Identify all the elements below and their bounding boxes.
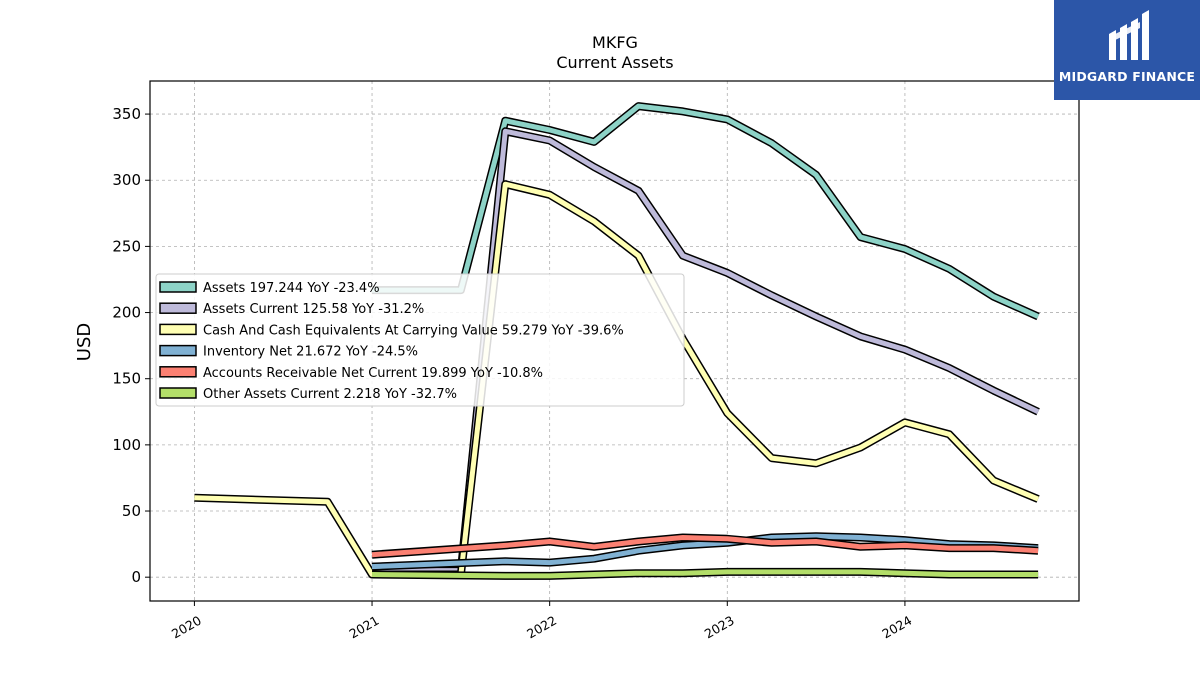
legend-label: Assets Current 125.58 YoY -31.2% [203, 302, 424, 317]
legend-item: Cash And Cash Equivalents At Carrying Va… [159, 323, 624, 338]
legend-item: Accounts Receivable Net Current 19.899 Y… [159, 366, 543, 381]
logo-text: MIDGARD FINANCE [1058, 69, 1196, 84]
legend-label: Accounts Receivable Net Current 19.899 Y… [203, 366, 543, 381]
legend-item: Assets Current 125.58 YoY -31.2% [159, 302, 424, 317]
midgard-logo-icon [1109, 10, 1149, 60]
legend-item: Other Assets Current 2.218 YoY -32.7% [159, 387, 457, 402]
x-tick-label: 2024 [879, 613, 914, 642]
legend-swatch [159, 387, 197, 399]
series-0 [372, 102, 1040, 321]
series-line [372, 103, 1040, 319]
legend-box [155, 273, 685, 407]
y-tick-label: 300 [112, 171, 141, 189]
legend-swatch [159, 323, 197, 336]
y-axis-label: USD [74, 323, 95, 361]
y-axis: 0 50 100 150 200 250 300 350 [112, 105, 150, 586]
legend-label: Cash And Cash Equivalents At Carrying Va… [203, 323, 624, 338]
x-tick-label: 2022 [524, 613, 559, 642]
brand-logo: MIDGARD FINANCE [1054, 0, 1200, 100]
series-1 [372, 127, 1040, 575]
x-tick-label: 2020 [169, 613, 204, 642]
y-tick-label: 100 [112, 436, 141, 454]
x-axis: 2020 2021 2022 2023 2024 [169, 601, 914, 642]
chart-subtitle: Current Assets [556, 53, 673, 72]
y-tick-label: 50 [122, 502, 141, 520]
y-tick-label: 200 [112, 304, 141, 322]
x-tick-label: 2023 [702, 613, 737, 642]
legend-item: Inventory Net 21.672 YoY -24.5% [159, 344, 418, 360]
series-4 [371, 533, 1039, 559]
legend: Assets 197.244 YoY -23.4% Assets Current … [155, 273, 685, 407]
legend-label: Other Assets Current 2.218 YoY -32.7% [203, 387, 457, 402]
legend-item: Assets 197.244 YoY -23.4% [159, 281, 380, 296]
legend-swatch [159, 302, 197, 314]
legend-label: Assets 197.244 YoY -23.4% [203, 281, 380, 296]
legend-label: Inventory Net 21.672 YoY -24.5% [203, 345, 418, 360]
series-line [372, 128, 1040, 574]
legend-swatch [159, 344, 197, 357]
y-tick-label: 0 [131, 568, 141, 586]
x-tick-label: 2021 [346, 613, 381, 642]
y-tick-label: 250 [112, 237, 141, 255]
plot-frame [149, 80, 1080, 602]
y-tick-label: 150 [112, 370, 141, 388]
chart-title: MKFG [592, 33, 638, 52]
series-5 [371, 567, 1039, 580]
series-line [371, 569, 1039, 579]
legend-swatch [159, 281, 197, 293]
y-tick-label: 350 [112, 105, 141, 123]
legend-swatch [159, 366, 197, 378]
series-line [371, 535, 1039, 558]
